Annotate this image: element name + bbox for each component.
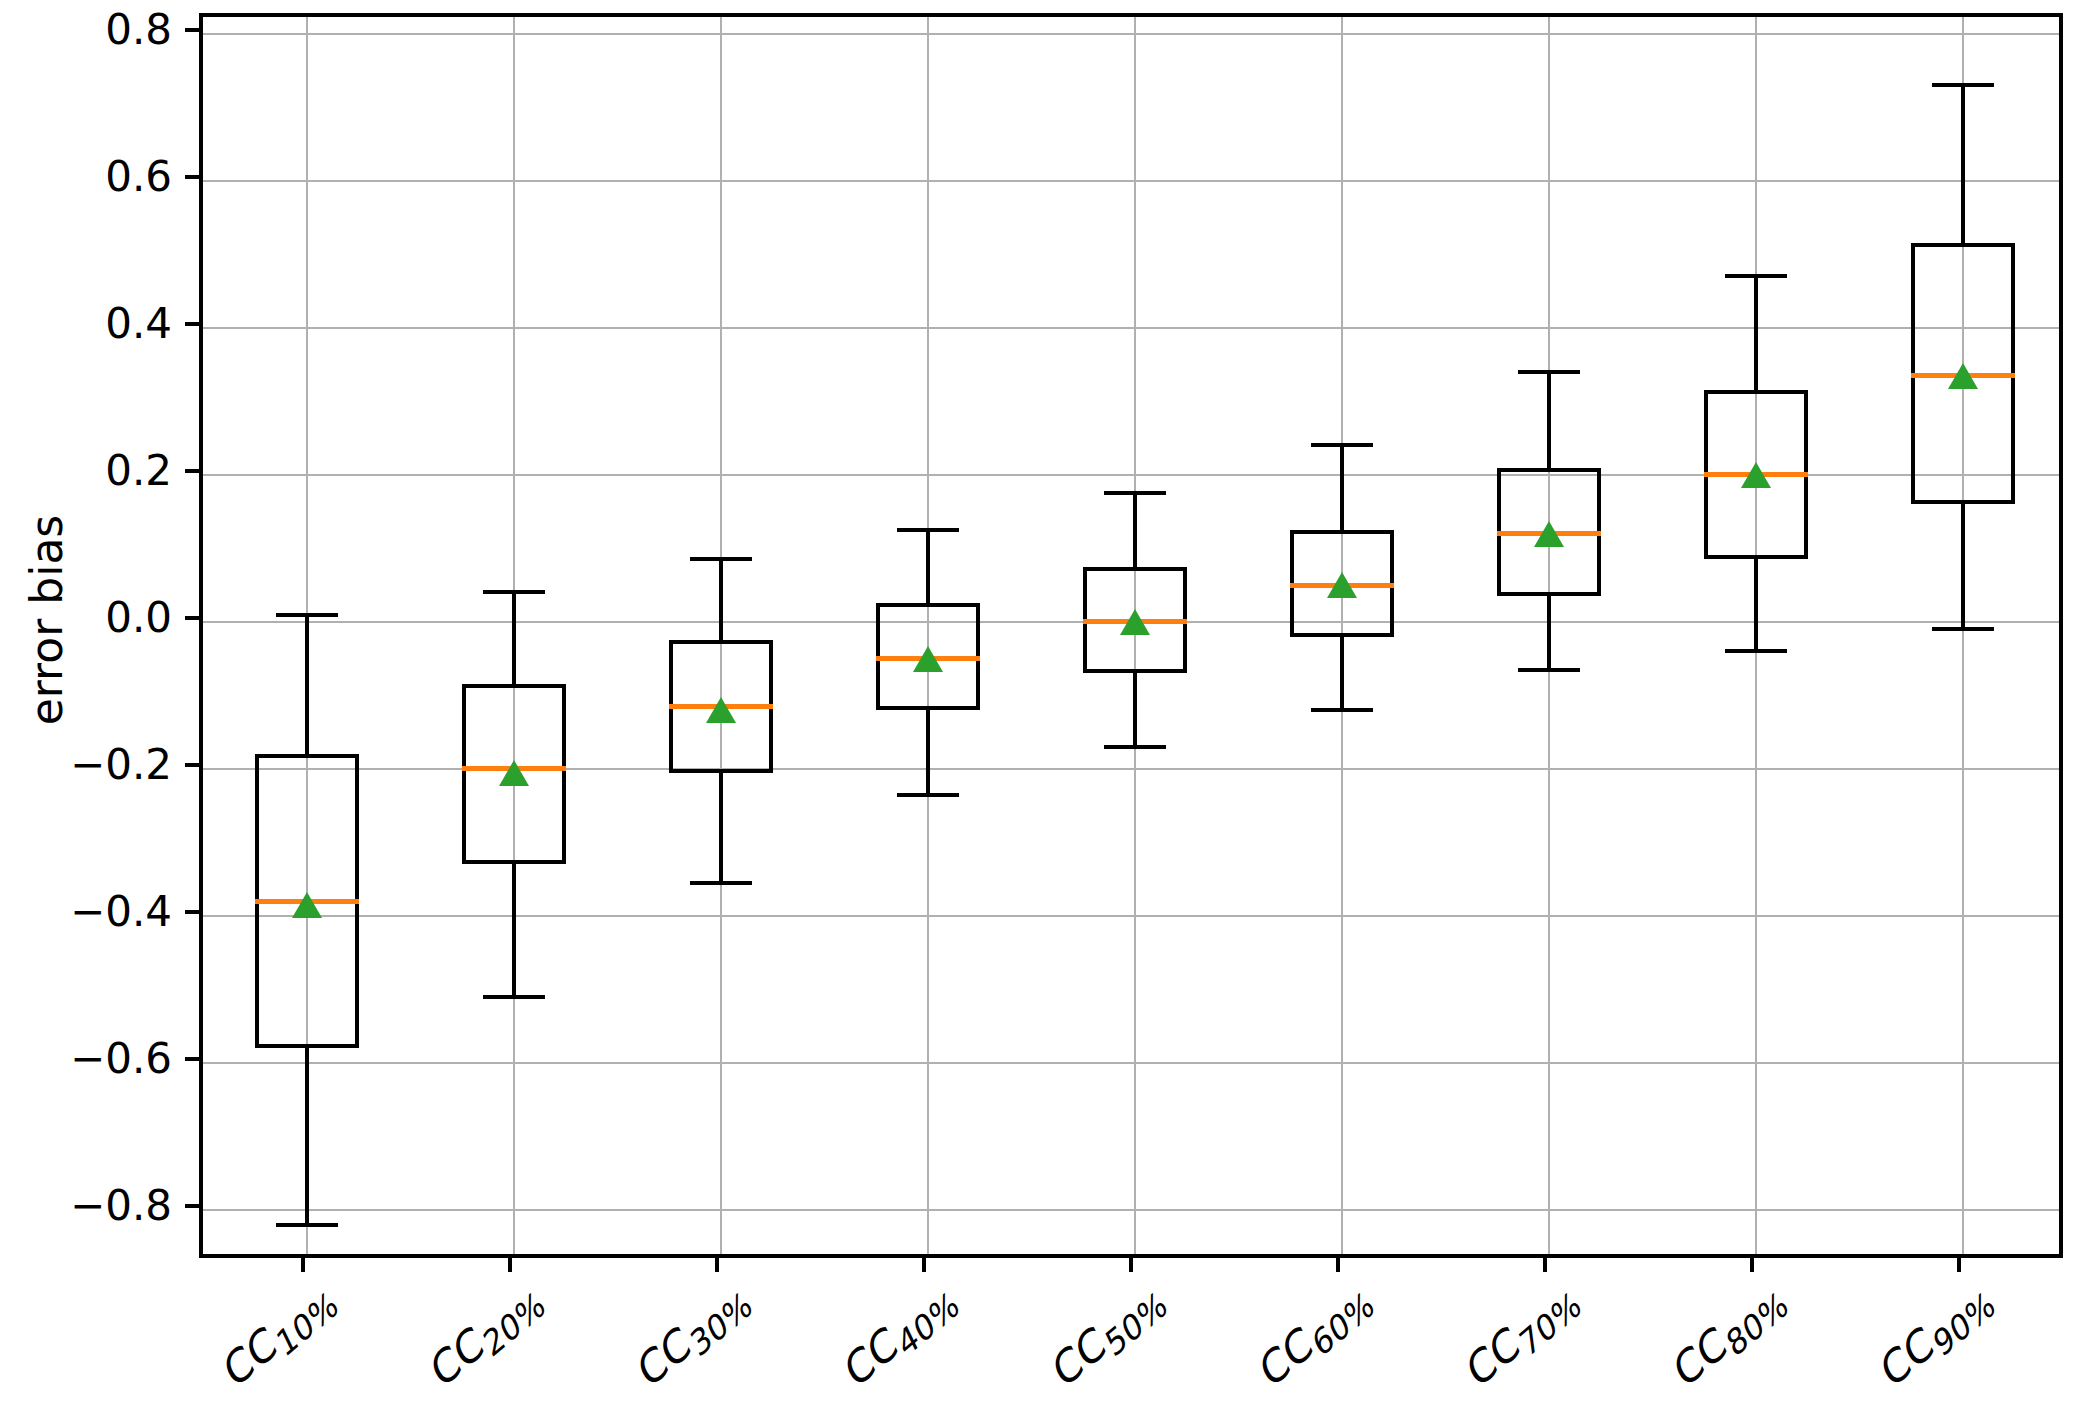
y-tick-0.8	[185, 28, 199, 32]
upper-whisker-CC50%	[1133, 493, 1137, 566]
lower-cap-CC80%	[1725, 649, 1787, 653]
lower-whisker-CC20%	[512, 864, 516, 996]
lower-cap-CC70%	[1518, 668, 1580, 672]
mean-marker-CC60%	[1327, 572, 1357, 598]
y-tick-label-−0.8: −0.8	[0, 1180, 172, 1232]
x-tick-label-CC50%: CC50%	[1040, 1278, 1172, 1400]
x-tick-label-CC20%: CC20%	[419, 1278, 551, 1400]
mean-marker-CC30%	[706, 697, 736, 723]
upper-whisker-CC90%	[1961, 85, 1965, 243]
y-tick-label-0.4: 0.4	[0, 298, 172, 350]
upper-cap-CC70%	[1518, 370, 1580, 374]
y-tick-−0.8	[185, 1204, 199, 1208]
lower-cap-CC50%	[1104, 745, 1166, 749]
x-tick-CC40%	[922, 1258, 926, 1272]
h-gridline-−0.6	[203, 1062, 2059, 1064]
mean-marker-CC80%	[1741, 462, 1771, 488]
mean-marker-CC90%	[1948, 363, 1978, 389]
lower-whisker-CC30%	[719, 773, 723, 883]
y-tick-label-0.6: 0.6	[0, 151, 172, 203]
mean-marker-CC40%	[913, 646, 943, 672]
plot-area	[199, 13, 2063, 1258]
upper-cap-CC60%	[1311, 443, 1373, 447]
upper-cap-CC40%	[897, 528, 959, 532]
x-tick-CC80%	[1750, 1258, 1754, 1272]
upper-whisker-CC70%	[1547, 372, 1551, 468]
mean-marker-CC70%	[1534, 521, 1564, 547]
upper-whisker-CC40%	[926, 530, 930, 603]
x-tick-label-CC80%: CC80%	[1662, 1278, 1794, 1400]
x-tick-label-CC60%: CC60%	[1247, 1278, 1379, 1400]
x-tick-CC20%	[508, 1258, 512, 1272]
h-gridline-−0.4	[203, 915, 2059, 917]
lower-whisker-CC90%	[1961, 504, 1965, 629]
y-tick-0.6	[185, 175, 199, 179]
upper-cap-CC20%	[483, 590, 545, 594]
y-tick-−0.4	[185, 910, 199, 914]
x-tick-CC90%	[1957, 1258, 1961, 1272]
x-tick-CC70%	[1543, 1258, 1547, 1272]
lower-whisker-CC80%	[1754, 559, 1758, 651]
boxplot-figure: error bias 0.80.60.40.20.0−0.2−0.4−0.6−0…	[0, 0, 2081, 1424]
y-tick-0.4	[185, 322, 199, 326]
lower-whisker-CC40%	[926, 710, 930, 795]
mean-marker-CC20%	[499, 760, 529, 786]
y-tick-label-0.8: 0.8	[0, 4, 172, 56]
x-tick-CC30%	[715, 1258, 719, 1272]
x-tick-label-CC90%: CC90%	[1869, 1278, 2001, 1400]
h-gridline-0.4	[203, 327, 2059, 329]
lower-whisker-CC50%	[1133, 673, 1137, 746]
h-gridline-0.6	[203, 180, 2059, 182]
h-gridline-−0.8	[203, 1209, 2059, 1211]
lower-whisker-CC60%	[1340, 637, 1344, 710]
lower-whisker-CC10%	[305, 1048, 309, 1224]
upper-cap-CC90%	[1932, 83, 1994, 87]
upper-cap-CC10%	[276, 613, 338, 617]
x-tick-label-CC30%: CC30%	[626, 1278, 758, 1400]
lower-cap-CC30%	[690, 881, 752, 885]
upper-whisker-CC10%	[305, 615, 309, 755]
mean-marker-CC10%	[292, 892, 322, 918]
lower-cap-CC60%	[1311, 708, 1373, 712]
upper-cap-CC80%	[1725, 274, 1787, 278]
lower-cap-CC10%	[276, 1223, 338, 1227]
upper-whisker-CC60%	[1340, 445, 1344, 530]
y-tick-label-0.2: 0.2	[0, 445, 172, 497]
y-tick-0.2	[185, 469, 199, 473]
y-tick-0.0	[185, 616, 199, 620]
y-tick-label-0.0: 0.0	[0, 592, 172, 644]
y-tick-label-−0.2: −0.2	[0, 739, 172, 791]
y-tick-label-−0.4: −0.4	[0, 886, 172, 938]
upper-whisker-CC80%	[1754, 276, 1758, 390]
y-tick-−0.2	[185, 763, 199, 767]
upper-whisker-CC20%	[512, 592, 516, 684]
x-tick-label-CC10%: CC10%	[212, 1278, 344, 1400]
h-gridline-0.8	[203, 33, 2059, 35]
x-tick-CC10%	[301, 1258, 305, 1272]
x-tick-label-CC40%: CC40%	[833, 1278, 965, 1400]
lower-cap-CC40%	[897, 793, 959, 797]
x-tick-CC60%	[1336, 1258, 1340, 1272]
upper-whisker-CC30%	[719, 559, 723, 640]
x-tick-label-CC70%: CC70%	[1455, 1278, 1587, 1400]
mean-marker-CC50%	[1120, 609, 1150, 635]
lower-cap-CC20%	[483, 995, 545, 999]
upper-cap-CC50%	[1104, 491, 1166, 495]
y-tick-label-−0.6: −0.6	[0, 1033, 172, 1085]
lower-whisker-CC70%	[1547, 596, 1551, 669]
lower-cap-CC90%	[1932, 627, 1994, 631]
x-tick-CC50%	[1129, 1258, 1133, 1272]
y-tick-−0.6	[185, 1057, 199, 1061]
upper-cap-CC30%	[690, 557, 752, 561]
